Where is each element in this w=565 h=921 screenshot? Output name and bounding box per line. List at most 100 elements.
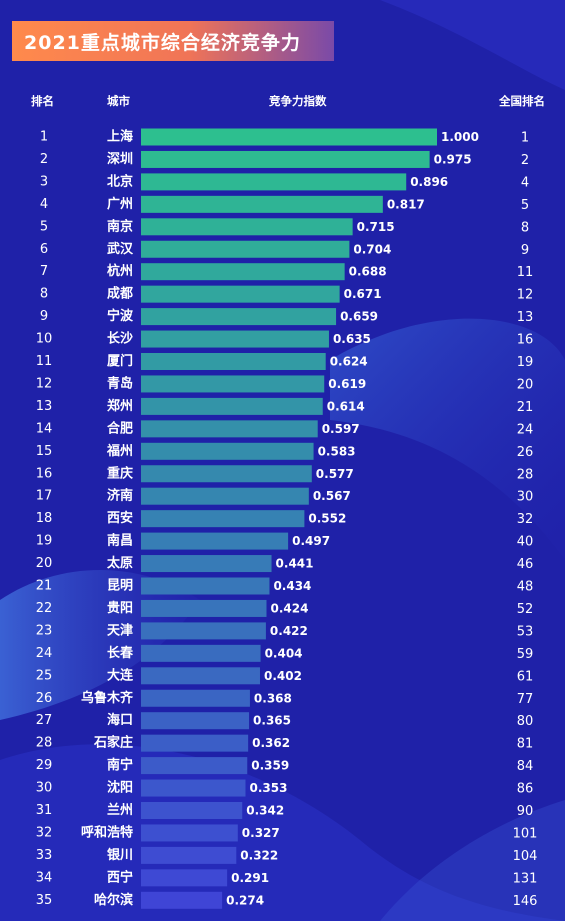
- national-rank-label: 5: [521, 198, 529, 213]
- value-label: 0.441: [276, 557, 314, 571]
- rank-label: 29: [36, 758, 53, 773]
- city-label: 哈尔滨: [94, 892, 133, 908]
- bar: [141, 195, 383, 213]
- value-label: 0.671: [344, 287, 382, 301]
- city-label: 青岛: [107, 375, 133, 391]
- value-label: 0.424: [271, 601, 309, 615]
- bar: [141, 802, 243, 819]
- national-rank-label: 12: [517, 288, 534, 303]
- city-label: 昆明: [107, 578, 133, 594]
- value-label: 0.597: [322, 422, 360, 436]
- national-rank-label: 8: [521, 220, 529, 235]
- value-label: 0.362: [252, 736, 290, 750]
- bar: [141, 622, 266, 640]
- rank-label: 15: [36, 444, 53, 459]
- city-label: 北京: [107, 173, 133, 189]
- rank-label: 28: [36, 736, 53, 751]
- rank-label: 25: [36, 668, 53, 683]
- value-label: 0.342: [246, 804, 284, 818]
- bar: [141, 689, 250, 707]
- city-label: 福州: [106, 443, 133, 459]
- value-label: 0.291: [231, 871, 269, 885]
- rank-label: 1: [40, 130, 48, 145]
- national-rank-label: 52: [517, 602, 534, 617]
- city-label: 南宁: [107, 757, 133, 773]
- national-rank-label: 84: [517, 759, 534, 774]
- rank-label: 24: [36, 646, 53, 661]
- rank-label: 10: [36, 332, 53, 347]
- national-rank-label: 48: [517, 580, 534, 595]
- national-rank-label: 30: [517, 490, 534, 505]
- national-rank-label: 77: [517, 692, 534, 707]
- national-rank-label: 59: [517, 647, 534, 662]
- rank-label: 8: [40, 287, 48, 302]
- city-label: 上海: [107, 129, 133, 145]
- city-label: 乌鲁木齐: [81, 690, 134, 706]
- rank-label: 16: [36, 466, 53, 481]
- rank-label: 2: [40, 152, 48, 167]
- rank-label: 27: [36, 713, 53, 728]
- national-rank-label: 32: [517, 512, 534, 527]
- national-rank-label: 19: [517, 355, 534, 370]
- value-label: 0.359: [251, 759, 289, 773]
- city-label: 南京: [107, 218, 133, 234]
- value-label: 0.896: [410, 175, 448, 189]
- rank-label: 20: [36, 556, 53, 571]
- national-rank-label: 13: [517, 310, 534, 325]
- rank-label: 33: [36, 848, 53, 863]
- rank-label: 11: [36, 354, 53, 369]
- city-label: 太原: [106, 555, 133, 571]
- bar: [141, 420, 318, 438]
- bar: [141, 308, 337, 326]
- city-label: 天津: [107, 622, 133, 638]
- value-label: 0.659: [340, 310, 378, 324]
- value-label: 0.497: [292, 534, 330, 548]
- value-label: 0.404: [265, 646, 303, 660]
- city-label: 西安: [107, 510, 133, 526]
- bar: [141, 824, 238, 842]
- city-label: 呼和浩特: [81, 824, 133, 840]
- value-label: 0.327: [242, 826, 280, 840]
- bar: [141, 487, 309, 505]
- value-label: 0.567: [313, 489, 351, 503]
- city-label: 厦门: [107, 353, 133, 369]
- bar: [141, 734, 249, 752]
- national-rank-label: 40: [517, 535, 534, 550]
- bar: [141, 644, 261, 662]
- rank-label: 30: [36, 781, 53, 796]
- national-rank-label: 24: [517, 422, 534, 437]
- bar: [141, 846, 237, 864]
- bar: [141, 330, 329, 348]
- header-rank: 排名: [31, 94, 54, 108]
- rank-label: 26: [36, 691, 53, 706]
- value-label: 0.624: [330, 355, 368, 369]
- value-label: 0.635: [333, 332, 371, 346]
- city-label: 银川: [107, 847, 133, 863]
- bar: [141, 285, 340, 303]
- rank-label: 19: [36, 534, 53, 549]
- national-rank-label: 90: [517, 804, 534, 819]
- national-rank-label: 80: [517, 714, 534, 729]
- value-label: 0.583: [318, 444, 356, 458]
- bar: [141, 532, 289, 550]
- rank-label: 13: [36, 399, 53, 414]
- city-label: 成都: [107, 286, 133, 302]
- national-rank-label: 2: [521, 153, 529, 168]
- bar: [141, 442, 314, 460]
- national-rank-label: 1: [521, 131, 529, 146]
- city-label: 合肥: [107, 420, 133, 436]
- bar: [141, 712, 250, 730]
- rank-label: 9: [40, 309, 48, 324]
- bar: [141, 779, 246, 797]
- national-rank-label: 9: [521, 243, 529, 258]
- bar: [141, 667, 260, 685]
- city-label: 兰州: [107, 802, 133, 818]
- bar: [141, 240, 350, 258]
- rank-label: 14: [36, 421, 53, 436]
- bar: [141, 263, 345, 281]
- page-title: 2021重点城市综合经济竞争力: [24, 31, 301, 54]
- bar: [141, 555, 272, 573]
- value-label: 0.619: [328, 377, 366, 391]
- value-label: 1.000: [441, 130, 479, 144]
